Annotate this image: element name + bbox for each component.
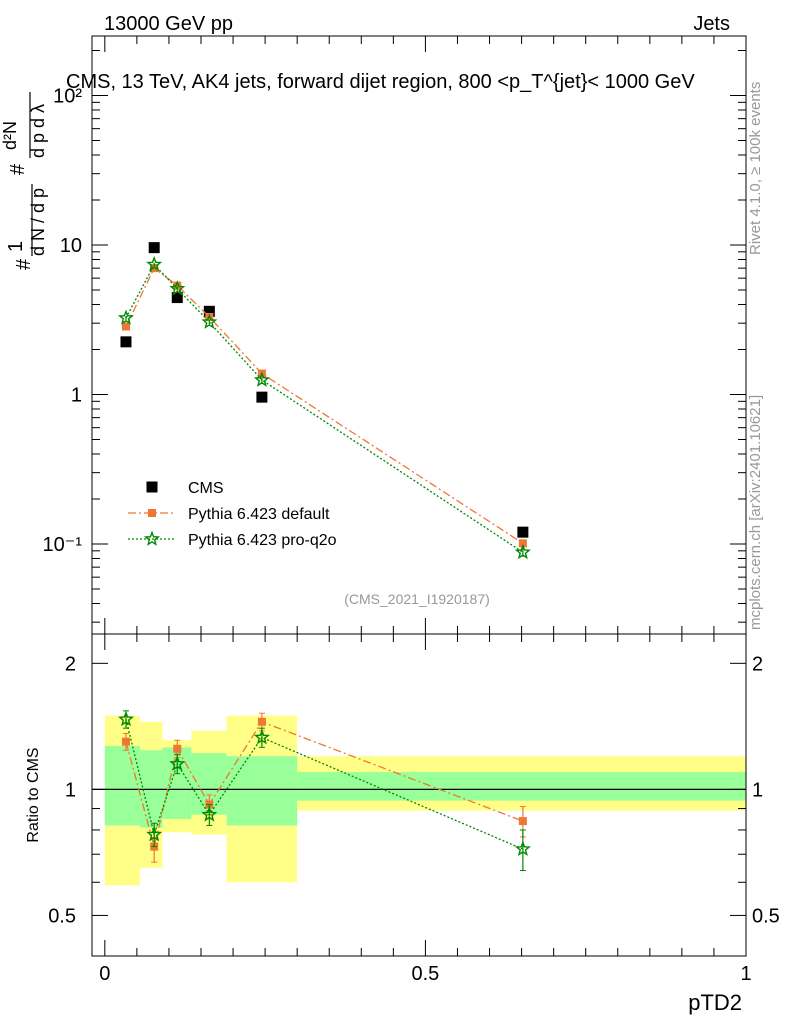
main-point [518, 539, 527, 548]
ratio-point [173, 744, 182, 753]
ratio-point [169, 755, 186, 771]
svg-text:#: # [13, 258, 35, 270]
svg-text:1: 1 [5, 241, 27, 252]
main-point [253, 371, 270, 387]
ratio-point [201, 806, 218, 822]
main-point [203, 305, 215, 317]
legend-marker [146, 481, 158, 493]
main-series-line [125, 263, 524, 553]
ratio-series-line [125, 719, 524, 850]
x-tick-label: 0.5 [412, 963, 440, 985]
main-point [121, 322, 130, 331]
ratio-series-line [125, 721, 524, 847]
ratio-y-tick-label-right: 2 [752, 653, 763, 675]
main-point [256, 391, 268, 403]
main-point [514, 543, 531, 560]
main-point [517, 526, 529, 538]
x-axis-label: pTD2 [688, 990, 742, 1015]
mcplots-label: mcplots.cern.ch [arXiv:2401.10621] [747, 395, 764, 630]
legend-label: Pythia 6.423 pro-q2o [188, 532, 337, 549]
main-series-line [125, 267, 524, 544]
ratio-point [514, 840, 531, 857]
ratio-point [253, 729, 270, 745]
ratio-y-tick-label-right: 0.5 [752, 905, 780, 927]
main-point [171, 292, 183, 304]
header-right: Jets [693, 13, 730, 35]
legend-label: CMS [188, 480, 224, 497]
main-point [169, 280, 186, 296]
main-point [146, 256, 163, 272]
main-point [201, 313, 218, 329]
main-point [148, 242, 160, 254]
ratio-point [121, 737, 130, 746]
ratio-panel: 0.5 0.5 1 1 2 2 0 0.5 1 pTD2 Ratio to CMS [25, 633, 780, 1015]
ratio-point [146, 826, 163, 842]
main-point [173, 281, 182, 290]
ratio-band-inner [297, 772, 746, 801]
ratio-frame [91, 633, 747, 957]
legend-marker [148, 509, 156, 517]
ratio-band-inner [104, 745, 141, 826]
main-title: CMS, 13 TeV, AK4 jets, forward dijet reg… [66, 71, 695, 93]
header-left: 13000 GeV pp [104, 13, 233, 35]
svg-text:d p d λ: d p d λ [28, 104, 48, 158]
main-point [150, 264, 159, 273]
ratio-y-tick-label: 1 [65, 779, 76, 801]
x-tick-label: 0 [99, 963, 110, 985]
main-y-tick-label: 1 [71, 384, 82, 406]
x-tick-label: 1 [740, 963, 751, 985]
main-y-tick-label: 10² [53, 85, 82, 107]
ratio-y-tick-label: 2 [65, 653, 76, 675]
ratio-y-tick-label: 0.5 [48, 905, 76, 927]
main-point [117, 309, 135, 325]
svg-text:d²N: d²N [0, 121, 20, 150]
ratio-point [518, 817, 527, 826]
ratio-y-axis-label: Ratio to CMS [25, 747, 42, 842]
legend-label: Pythia 6.423 default [188, 506, 330, 523]
legend-marker [143, 530, 161, 546]
analysis-tag: (CMS_2021_I1920187) [344, 591, 490, 607]
ratio-band-inner [226, 756, 298, 826]
main-point [120, 336, 132, 348]
main-y-tick-label: 10⁻¹ [43, 534, 83, 556]
svg-text:#: # [7, 163, 29, 175]
rivet-label: Rivet 4.1.0, ≥ 100k events [747, 82, 764, 255]
svg-text:d N / d p: d N / d p [28, 188, 48, 256]
ratio-point [257, 717, 266, 726]
ratio-y-tick-label-right: 1 [752, 779, 763, 801]
ratio-point [118, 710, 135, 727]
main-y-tick-label: 10 [60, 235, 82, 257]
main-y-axis-label: # 1 d N / d p # d²N d p d λ [0, 92, 48, 270]
